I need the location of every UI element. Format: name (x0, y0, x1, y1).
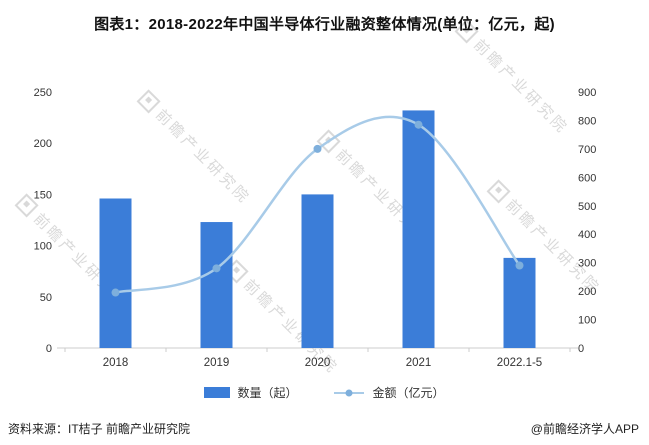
right-axis-tick-label: 800 (578, 115, 596, 127)
legend-item-line: 金额（亿元） (332, 384, 445, 401)
line-point-2021 (414, 120, 423, 129)
chart-canvas: 0 50 100 150 200 250 0 100 200 300 400 500 600 700 800… (34, 87, 597, 369)
right-axis-tick-label: 700 (578, 144, 596, 156)
legend-line-label: 金额（亿元） (372, 386, 445, 400)
x-axis-category-label: 2020 (305, 357, 331, 369)
x-axis-category-label: 2018 (103, 357, 129, 369)
line-point-2020 (313, 144, 322, 153)
x-axis-category-label: 2019 (204, 357, 230, 369)
left-axis-tick-label: 0 (46, 343, 52, 355)
left-axis-tick-label: 200 (34, 138, 52, 150)
legend-item-bar: 数量（起） (204, 384, 298, 401)
right-axis-tick-label: 300 (578, 258, 596, 270)
bar-2021 (402, 110, 435, 348)
left-axis-tick-label: 250 (34, 87, 52, 99)
left-axis-tick-label: 150 (34, 189, 52, 201)
left-axis-tick-label: 50 (40, 292, 52, 304)
bar-2022.1-5 (503, 257, 536, 348)
right-axis-tick-label: 200 (578, 286, 596, 298)
bar-swatch-icon (204, 387, 231, 398)
legend-bar-label: 数量（起） (237, 386, 298, 400)
x-axis-category-label: 2022.1-5 (497, 357, 542, 369)
bar-2018 (99, 198, 132, 348)
credit-note: @前瞻经济学人APP (530, 422, 639, 436)
right-axis-tick-label: 0 (578, 343, 584, 355)
source-note: 资料来源：IT桔子 前瞻产业研究院 (8, 422, 190, 436)
right-axis-tick-label: 100 (578, 315, 596, 327)
line-point-2022.1-5 (515, 261, 524, 270)
right-axis-tick-label: 400 (578, 229, 596, 241)
right-axis-tick-label: 900 (578, 87, 596, 99)
chart-legend: 数量（起） 金额（亿元） (0, 384, 649, 401)
line-swatch-icon (333, 389, 364, 396)
bar-2020 (301, 194, 334, 348)
right-axis-tick-label: 600 (578, 172, 596, 184)
right-axis-tick-label: 500 (578, 201, 596, 213)
bar-2019 (200, 222, 233, 348)
line-point-2019 (212, 264, 221, 273)
chart-title: 图表1：2018-2022年中国半导体行业融资整体情况(单位：亿元，起) (94, 16, 555, 33)
line-point-2018 (111, 288, 120, 297)
x-axis-category-label: 2021 (406, 357, 432, 369)
left-axis-tick-label: 100 (34, 241, 52, 253)
